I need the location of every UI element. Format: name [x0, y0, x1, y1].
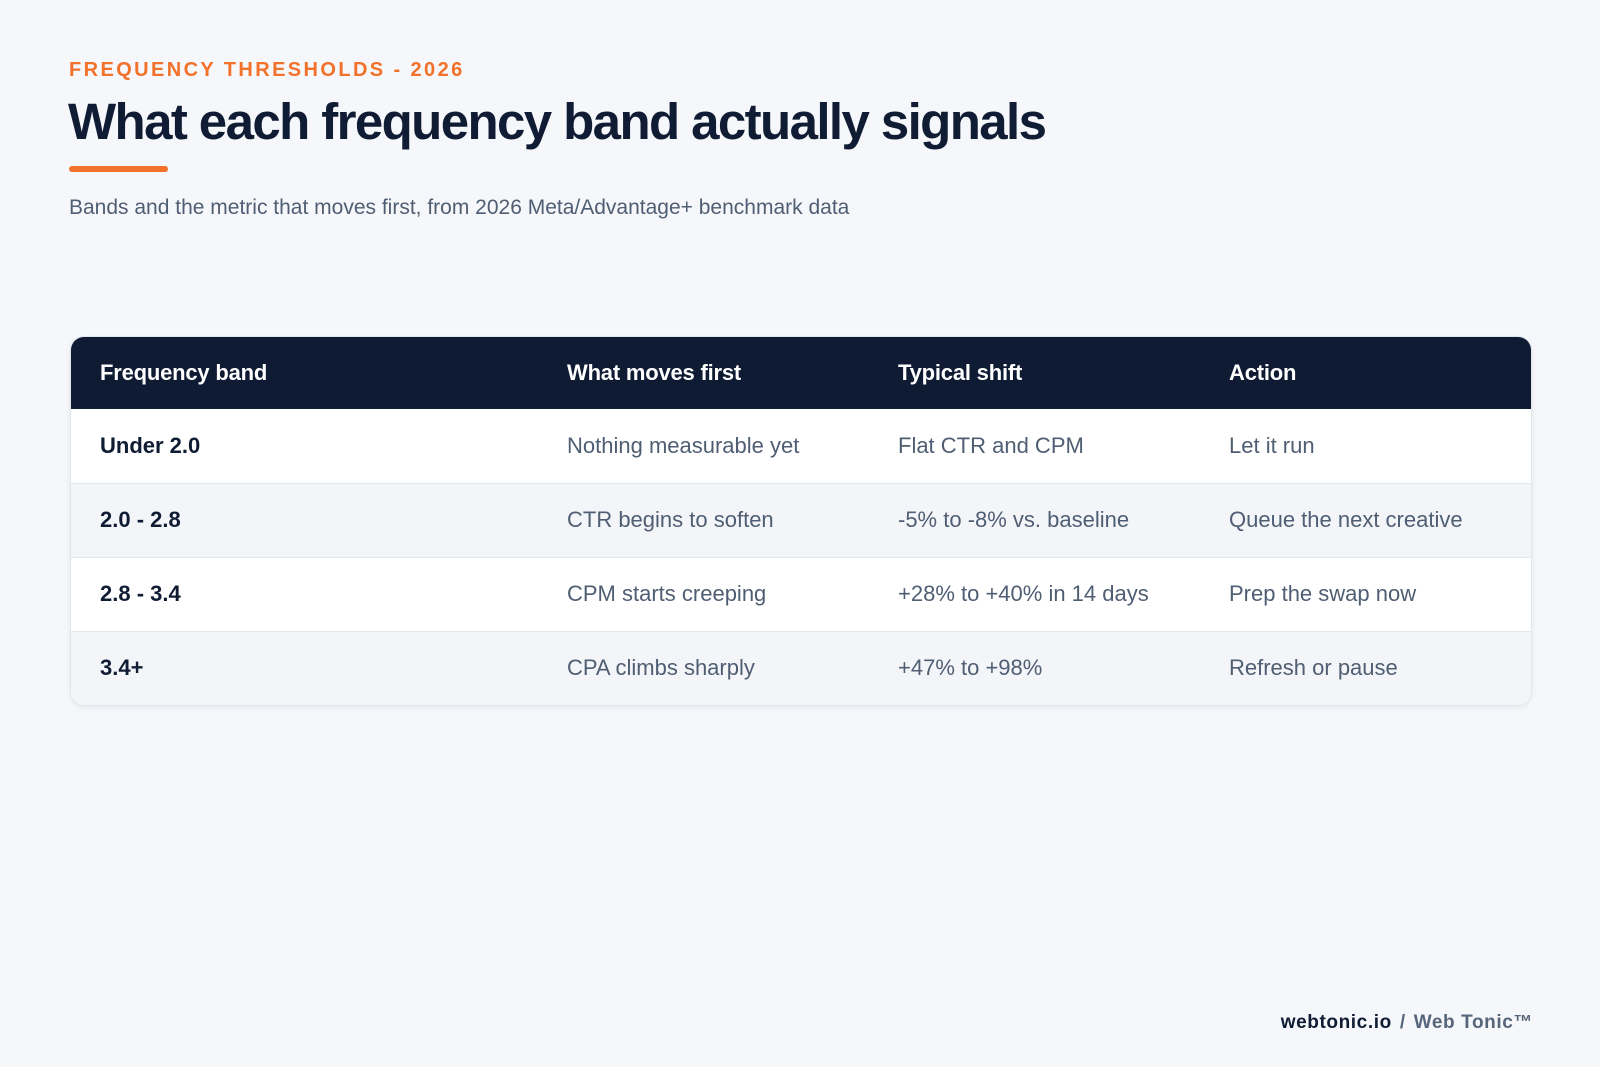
cell-what-moves-first: CPA climbs sharply: [567, 655, 755, 681]
footer-domain-link[interactable]: webtonic.io: [1280, 1012, 1392, 1033]
footer-separator: /: [1399, 1012, 1406, 1033]
cell-frequency-band: 2.8 - 3.4: [100, 581, 181, 606]
table-row: 2.0 - 2.8 CTR begins to soften -5% to -8…: [71, 483, 1531, 557]
table-row: 3.4+ CPA climbs sharply +47% to +98% Ref…: [71, 631, 1531, 705]
cell-what-moves-first: Nothing measurable yet: [567, 432, 800, 458]
table-header-row: Frequency band What moves first Typical …: [71, 337, 1531, 409]
title-accent-bar: [69, 166, 168, 172]
cell-typical-shift: Flat CTR and CPM: [898, 432, 1084, 458]
cell-action: Refresh or pause: [1229, 655, 1398, 681]
page-title: What each frequency band actually signal…: [68, 93, 1047, 150]
cell-frequency-band: 3.4+: [100, 655, 144, 681]
cell-typical-shift: +28% to +40% in 14 days: [898, 581, 1149, 606]
page-subtitle: Bands and the metric that moves first, f…: [69, 196, 850, 219]
cell-frequency-band: Under 2.0: [100, 432, 201, 458]
frequency-table-card: Frequency band What moves first Typical …: [70, 336, 1532, 706]
eyebrow-label: FREQUENCY THRESHOLDS - 2026: [69, 59, 465, 81]
column-header-typical-shift: Typical shift: [898, 360, 1023, 385]
cell-frequency-band: 2.0 - 2.8: [100, 507, 181, 532]
cell-what-moves-first: CTR begins to soften: [567, 507, 774, 532]
cell-typical-shift: -5% to -8% vs. baseline: [898, 507, 1130, 532]
column-header-what-moves-first: What moves first: [567, 360, 742, 385]
cell-action: Prep the swap now: [1229, 581, 1417, 606]
frequency-table: Frequency band What moves first Typical …: [71, 337, 1531, 705]
table-row: Under 2.0 Nothing measurable yet Flat CT…: [71, 409, 1531, 483]
table-row: 2.8 - 3.4 CPM starts creeping +28% to +4…: [71, 557, 1531, 631]
cell-action: Let it run: [1229, 432, 1315, 458]
footer-credit: webtonic.io / Web Tonic™: [1281, 1012, 1533, 1034]
column-header-action: Action: [1229, 360, 1297, 385]
cell-action: Queue the next creative: [1229, 507, 1463, 532]
cell-what-moves-first: CPM starts creeping: [567, 581, 767, 606]
cell-typical-shift: +47% to +98%: [898, 655, 1043, 681]
column-header-frequency-band: Frequency band: [100, 360, 268, 385]
footer-brand: Web Tonic™: [1413, 1012, 1533, 1033]
